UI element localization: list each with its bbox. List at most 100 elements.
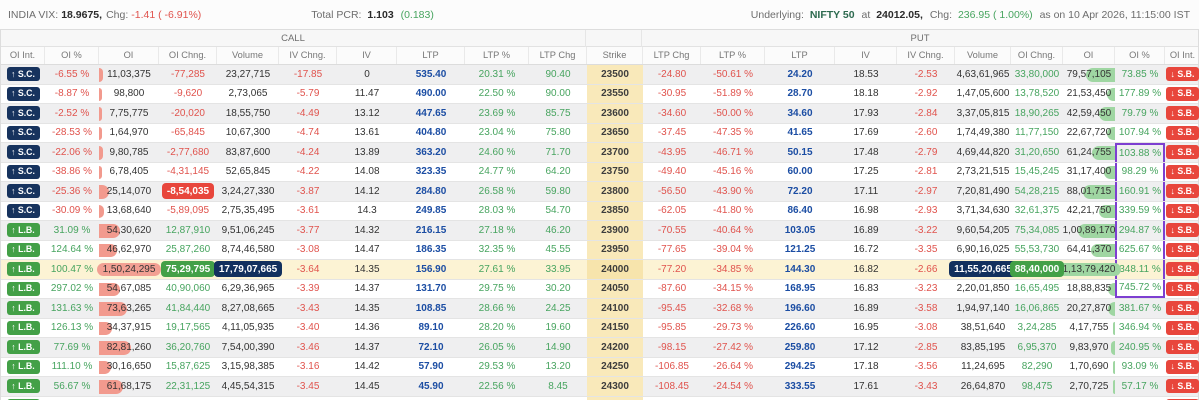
put-ltp-cell[interactable]: 144.30 <box>765 260 835 279</box>
call-buildup-badge[interactable]: ↑ L.B. <box>6 281 40 296</box>
call-oi-value: 54,67,085 <box>106 283 152 295</box>
call-buildup-badge[interactable]: ↑ L.B. <box>6 262 40 277</box>
call-buildup-badge[interactable]: ↑ S.C. <box>6 86 40 101</box>
put-ltp-cell[interactable]: 196.60 <box>765 299 835 318</box>
option-chain-row[interactable]: ↑ S.C. -6.55 % 11,03,375 -77,285 23,27,715 -1… <box>1 65 1199 85</box>
call-buildup-badge[interactable]: ↑ S.C. <box>6 125 40 140</box>
call-buildup-badge[interactable]: ↑ S.C. <box>6 67 40 82</box>
call-buildup-badge[interactable]: ↑ L.B. <box>6 340 40 355</box>
put-buildup-badge[interactable]: ↓ S.B. <box>1166 320 1199 335</box>
call-ltp-cell[interactable]: 45.90 <box>397 377 465 396</box>
call-buildup-badge[interactable]: ↑ L.B. <box>6 359 40 374</box>
put-ltp-cell[interactable]: 24.20 <box>765 65 835 84</box>
call-buildup-badge[interactable]: ↑ L.B. <box>6 242 40 257</box>
call-ltp-cell[interactable]: 156.90 <box>397 260 465 279</box>
put-ltp-cell[interactable]: 226.60 <box>765 319 835 338</box>
put-ltp-cell[interactable]: 103.05 <box>765 221 835 240</box>
option-chain-row[interactable]: ↑ L.B. 297.02 % 54,67,085 40,90,060 6,29,36,… <box>1 279 1199 299</box>
option-chain-row[interactable]: ↑ L.B. 124.64 % 46,62,970 25,87,260 8,74,46,… <box>1 240 1199 260</box>
put-buildup-badge[interactable]: ↓ S.B. <box>1166 398 1199 400</box>
put-buildup-badge[interactable]: ↓ S.B. <box>1166 203 1199 218</box>
option-chain-row[interactable]: ↑ S.C. -25.36 % 25,14,070 -8,54,035 3,24,27,… <box>1 182 1199 202</box>
option-chain-row[interactable]: ↑ S.C. -28.53 % 1,64,970 -65,845 10,67,300 -4… <box>1 123 1199 143</box>
put-buildup-badge[interactable]: ↓ S.B. <box>1166 301 1199 316</box>
call-buildup-badge[interactable]: ↑ S.C. <box>6 145 40 160</box>
call-buildup-badge[interactable]: ↑ L.B. <box>6 398 40 400</box>
call-ltp-cell[interactable] <box>397 397 465 400</box>
call-ltp-cell[interactable]: 57.90 <box>397 358 465 377</box>
put-ltp-cell[interactable]: 72.20 <box>765 182 835 201</box>
put-ltp-cell[interactable]: 86.40 <box>765 202 835 221</box>
put-buildup-badge[interactable]: ↓ S.B. <box>1166 145 1199 160</box>
strike-cell: 24000 <box>587 260 643 279</box>
option-chain-row[interactable]: ↑ L.B. 131.63 % 73,63,265 41,84,440 8,27,08,… <box>1 299 1199 319</box>
put-buildup-badge[interactable]: ↓ S.B. <box>1166 164 1199 179</box>
put-ltp-cell[interactable]: 259.80 <box>765 338 835 357</box>
put-iv-value: 17.25 <box>853 166 879 178</box>
option-chain-row[interactable]: ↑ L.B. 56.67 % 61,68,175 22,31,125 4,45,54,3… <box>1 377 1199 397</box>
put-ltp-cell[interactable]: 60.00 <box>765 163 835 182</box>
option-chain-row[interactable]: ↑ S.C. -2.52 % 7,75,775 -20,020 18,55,750 -4.… <box>1 104 1199 124</box>
call-buildup-badge[interactable]: ↑ L.B. <box>6 223 40 238</box>
put-buildup-badge[interactable]: ↓ S.B. <box>1166 184 1199 199</box>
option-chain-row[interactable]: ↑ L.B. 126.13 % 34,37,915 19,17,565 4,11,05,… <box>1 318 1199 338</box>
option-chain-row[interactable]: ↑ S.C. -8.87 % 98,800 -9,620 2,73,065 -5.79 11… <box>1 84 1199 104</box>
option-chain-row[interactable]: ↑ L.B. ↓ S.B. <box>1 396 1199 400</box>
put-ltp-cell[interactable]: 121.25 <box>765 241 835 260</box>
put-buildup-badge[interactable]: ↓ S.B. <box>1166 106 1199 121</box>
call-buildup-badge[interactable]: ↑ L.B. <box>6 379 40 394</box>
put-ltp-cell[interactable]: 333.55 <box>765 377 835 396</box>
option-chain-row[interactable]: ↑ L.B. 77.69 % 82,81,260 36,20,760 7,54,00,3… <box>1 338 1199 358</box>
call-ltp-cell[interactable]: 186.35 <box>397 241 465 260</box>
option-chain-row[interactable]: ↑ S.C. -22.06 % 9,80,785 -2,77,680 83,87,600… <box>1 143 1199 163</box>
option-chain-row[interactable]: ↑ S.C. -38.86 % 6,78,405 -4,31,145 52,65,845… <box>1 162 1199 182</box>
call-ltp-cell[interactable]: 89.10 <box>397 319 465 338</box>
option-chain-row[interactable]: ↑ L.B. 100.47 % 1,50,24,295 75,29,795 17,79,… <box>1 260 1199 280</box>
put-buildup-badge[interactable]: ↓ S.B. <box>1166 67 1199 82</box>
put-buildup-badge[interactable]: ↓ S.B. <box>1166 379 1199 394</box>
put-buildup-badge[interactable]: ↓ S.B. <box>1166 242 1199 257</box>
put-buildup-badge[interactable]: ↓ S.B. <box>1166 125 1199 140</box>
put-buildup-badge[interactable]: ↓ S.B. <box>1166 340 1199 355</box>
call-iv-cell: 14.37 <box>337 338 397 357</box>
put-ltp-value: 144.30 <box>784 263 816 275</box>
put-oi-pct-value: 57.17 % <box>1121 380 1159 392</box>
call-ltp-cell[interactable]: 216.15 <box>397 221 465 240</box>
put-buildup-badge[interactable]: ↓ S.B. <box>1166 281 1199 296</box>
call-buildup-badge[interactable]: ↑ L.B. <box>6 320 40 335</box>
put-buildup-badge[interactable]: ↓ S.B. <box>1166 359 1199 374</box>
put-ltp-cell[interactable]: 34.60 <box>765 104 835 123</box>
market-summary-bar: INDIA VIX: 18.9675, Chg: -1.41 ( -6.91%)… <box>0 0 1199 29</box>
call-ltp-cell[interactable]: 249.85 <box>397 202 465 221</box>
call-buildup-badge[interactable]: ↑ S.C. <box>6 164 40 179</box>
put-ltp-cell[interactable]: 28.70 <box>765 85 835 104</box>
call-buildup-badge[interactable]: ↑ S.C. <box>6 106 40 121</box>
put-ltp-cell[interactable]: 168.95 <box>765 280 835 299</box>
call-ltp-cell[interactable]: 323.35 <box>397 163 465 182</box>
put-buildup-badge[interactable]: ↓ S.B. <box>1166 262 1199 277</box>
put-ltp-cell[interactable]: 50.15 <box>765 143 835 162</box>
put-ltp-cell[interactable]: 41.65 <box>765 124 835 143</box>
option-chain-row[interactable]: ↑ S.C. -30.09 % 13,68,640 -5,89,095 2,75,35,… <box>1 201 1199 221</box>
call-ltp-cell[interactable]: 284.80 <box>397 182 465 201</box>
call-ltp-pct-value: 24.77 % <box>478 166 516 178</box>
call-ltp-cell[interactable]: 535.40 <box>397 65 465 84</box>
put-ltp-cell[interactable]: 294.25 <box>765 358 835 377</box>
call-ltp-cell[interactable]: 108.85 <box>397 299 465 318</box>
option-chain-row[interactable]: ↑ L.B. 31.09 % 54,30,620 12,87,910 9,51,06,2… <box>1 221 1199 241</box>
put-volume-value: 9,60,54,205 <box>956 224 1010 236</box>
option-chain-row[interactable]: ↑ L.B. 111.10 % 30,16,650 15,87,625 3,15,98,… <box>1 357 1199 377</box>
call-oi-pct-value: -25.36 % <box>51 185 93 197</box>
call-ltp-cell[interactable]: 72.10 <box>397 338 465 357</box>
call-ltp-cell[interactable]: 404.80 <box>397 124 465 143</box>
call-buildup-badge[interactable]: ↑ S.C. <box>6 184 40 199</box>
call-buildup-badge[interactable]: ↑ S.C. <box>6 203 40 218</box>
call-ltp-cell[interactable]: 131.70 <box>397 280 465 299</box>
call-buildup-badge[interactable]: ↑ L.B. <box>6 301 40 316</box>
call-ltp-cell[interactable]: 447.65 <box>397 104 465 123</box>
put-buildup-badge[interactable]: ↓ S.B. <box>1166 86 1199 101</box>
put-buildup-badge[interactable]: ↓ S.B. <box>1166 223 1199 238</box>
put-ltp-cell[interactable] <box>765 397 835 400</box>
call-ltp-cell[interactable]: 363.20 <box>397 143 465 162</box>
call-ltp-cell[interactable]: 490.00 <box>397 85 465 104</box>
